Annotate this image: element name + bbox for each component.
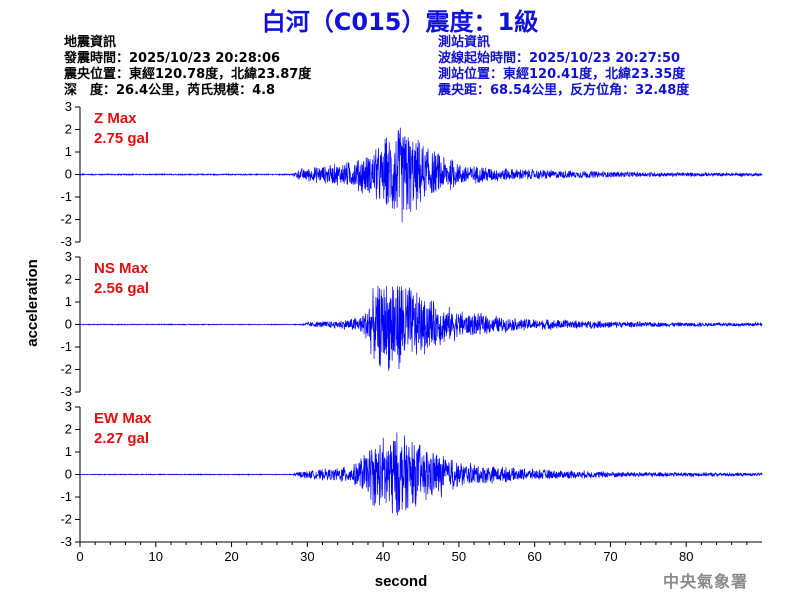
- y-tick-label: 2: [65, 122, 72, 137]
- station-location: 測站位置：東經120.41度，北緯23.35度: [438, 67, 686, 82]
- y-axis-title: acceleration: [24, 259, 41, 347]
- y-tick-label: 3: [65, 399, 72, 414]
- chart-title: 白河（C015）震度：1級: [261, 8, 539, 36]
- x-tick-label: 60: [527, 549, 541, 564]
- y-tick-label: -1: [60, 339, 72, 354]
- y-tick-label: -3: [60, 384, 72, 399]
- y-tick-label: -1: [60, 489, 72, 504]
- max-value-label: 2.75 gal: [94, 130, 149, 147]
- panel-ew: 3 2 1 0 -1 -2 -3 EW Max 2.27 gal: [60, 399, 763, 549]
- waveform-trace-ew: [79, 432, 763, 516]
- y-tick-label: -3: [60, 234, 72, 249]
- waveform-trace-ns: [79, 285, 763, 371]
- station-info-heading: 測站資訊: [438, 35, 491, 50]
- max-value-label: 2.56 gal: [94, 280, 149, 297]
- x-tick-label: 0: [76, 549, 83, 564]
- y-tick-label: 1: [65, 294, 72, 309]
- x-tick-label: 40: [376, 549, 390, 564]
- x-tick-label: 20: [224, 549, 238, 564]
- x-axis-title: second: [375, 573, 428, 590]
- component-label: NS Max: [94, 260, 149, 277]
- y-tick-label: 2: [65, 272, 72, 287]
- wave-start-time: 波線起始時間：2025/10/23 20:27:50: [438, 51, 681, 66]
- epicenter-location: 震央位置：東經120.78度，北緯23.87度: [64, 67, 312, 82]
- y-tick-label: -2: [60, 362, 72, 377]
- component-label: EW Max: [94, 410, 152, 427]
- y-tick-label: 2: [65, 422, 72, 437]
- y-tick-label: 3: [65, 249, 72, 264]
- x-tick-label: 30: [300, 549, 314, 564]
- y-tick-label: -1: [60, 189, 72, 204]
- quake-info-heading: 地震資訊: [64, 35, 117, 50]
- station-info-block: 測站資訊 波線起始時間：2025/10/23 20:27:50 測站位置：東經1…: [438, 35, 689, 99]
- panel-z: 3 2 1 0 -1 -2 -3 Z Max 2.75 gal: [60, 99, 763, 249]
- x-tick-label: 80: [679, 549, 693, 564]
- y-tick-label: 1: [65, 444, 72, 459]
- agency-mark: 中央氣象署: [662, 572, 748, 591]
- quake-info-block: 地震資訊 發震時間：2025/10/23 20:28:06 震央位置：東經120…: [64, 35, 311, 99]
- panel-ns: 3 2 1 0 -1 -2 -3 NS Max 2.56 gal: [60, 249, 763, 399]
- x-tick-label: 10: [149, 549, 163, 564]
- y-tick-label: 3: [65, 99, 72, 114]
- depth-magnitude: 深 度：26.4公里，芮氏規模：4.8: [64, 83, 276, 98]
- waveform-trace-z: [79, 127, 763, 223]
- y-tick-label: -3: [60, 534, 72, 549]
- component-label: Z Max: [94, 110, 137, 127]
- x-tick-label: 70: [603, 549, 617, 564]
- x-tick-label: 50: [452, 549, 466, 564]
- epicentral-distance: 震央距：68.54公里，反方位角：32.48度: [438, 83, 690, 98]
- y-tick-label: 0: [65, 467, 72, 482]
- y-tick-label: 0: [65, 317, 72, 332]
- origin-time: 發震時間：2025/10/23 20:28:06: [64, 51, 281, 66]
- y-tick-label: -2: [60, 212, 72, 227]
- max-value-label: 2.27 gal: [94, 430, 149, 447]
- y-tick-label: 1: [65, 144, 72, 159]
- y-tick-label: -2: [60, 512, 72, 527]
- y-tick-label: 0: [65, 167, 72, 182]
